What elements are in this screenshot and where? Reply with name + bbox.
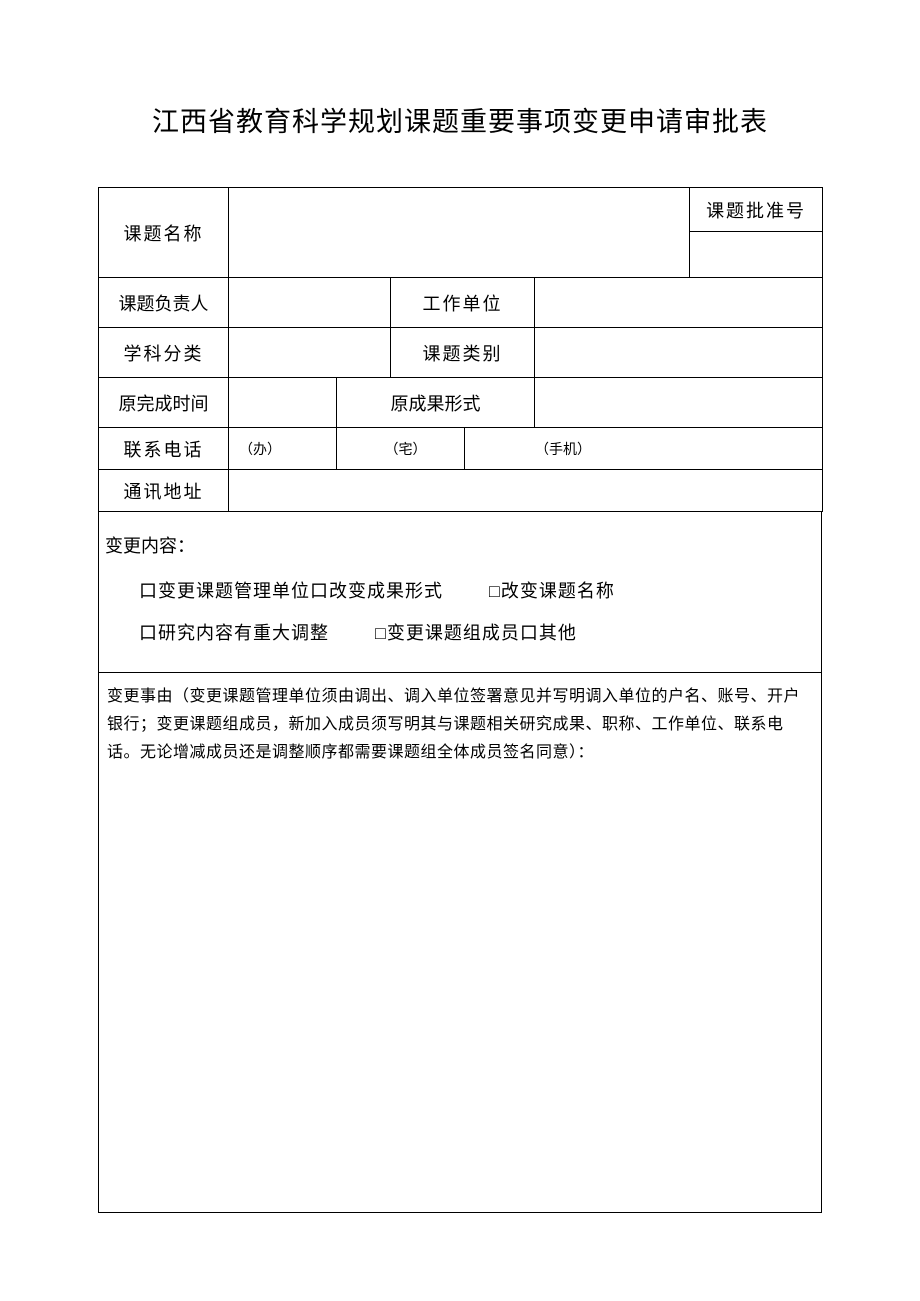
field-leader bbox=[229, 278, 391, 328]
change-opt3: 口研究内容有重大调整 bbox=[139, 623, 329, 643]
label-topic-category: 课题类别 bbox=[391, 328, 535, 378]
label-discipline: 学科分类 bbox=[99, 328, 229, 378]
label-approval-no: 课题批准号 bbox=[690, 188, 823, 232]
label-work-unit: 工作单位 bbox=[391, 278, 535, 328]
page-title: 江西省教育科学规划课题重要事项变更申请审批表 bbox=[98, 100, 822, 139]
field-approval-no bbox=[690, 232, 823, 278]
label-orig-complete-time: 原完成时间 bbox=[99, 378, 229, 428]
field-work-unit bbox=[535, 278, 823, 328]
field-topic-name bbox=[229, 188, 690, 278]
label-orig-result-form: 原成果形式 bbox=[337, 378, 535, 428]
label-topic-name: 课题名称 bbox=[99, 188, 229, 278]
field-phone-home: （宅） bbox=[337, 428, 465, 470]
change-opt1: 口变更课题管理单位口改变成果形式 bbox=[139, 581, 443, 601]
reason-text: 变更事由（变更课题管理单位须由调出、调入单位签署意见并写明调入单位的户名、账号、… bbox=[107, 688, 800, 761]
field-phone-mobile: （手机） bbox=[465, 428, 823, 470]
field-discipline bbox=[229, 328, 391, 378]
field-address bbox=[229, 470, 823, 512]
change-content-heading: 变更内容： bbox=[105, 526, 815, 567]
field-phone-office: （办） bbox=[229, 428, 337, 470]
change-content-line2: 口研究内容有重大调整 □变更课题组成员口其他 bbox=[105, 613, 815, 654]
change-opt4: □变更课题组成员口其他 bbox=[375, 623, 577, 643]
label-phone: 联系电话 bbox=[99, 428, 229, 470]
label-address: 通讯地址 bbox=[99, 470, 229, 512]
change-content-section: 变更内容： 口变更课题管理单位口改变成果形式 □改变课题名称 口研究内容有重大调整… bbox=[98, 512, 822, 673]
label-leader: 课题负责人 bbox=[99, 278, 229, 328]
field-orig-result-form bbox=[535, 378, 823, 428]
field-orig-complete-time bbox=[229, 378, 337, 428]
change-content-line1: 口变更课题管理单位口改变成果形式 □改变课题名称 bbox=[105, 571, 815, 612]
change-opt2: □改变课题名称 bbox=[489, 581, 615, 601]
field-topic-category bbox=[535, 328, 823, 378]
form-table: 课题名称 课题批准号 课题负责人 工作单位 学科分类 课题类别 原完成时间 原成… bbox=[98, 187, 823, 512]
reason-section: 变更事由（变更课题管理单位须由调出、调入单位签署意见并写明调入单位的户名、账号、… bbox=[98, 673, 822, 1213]
